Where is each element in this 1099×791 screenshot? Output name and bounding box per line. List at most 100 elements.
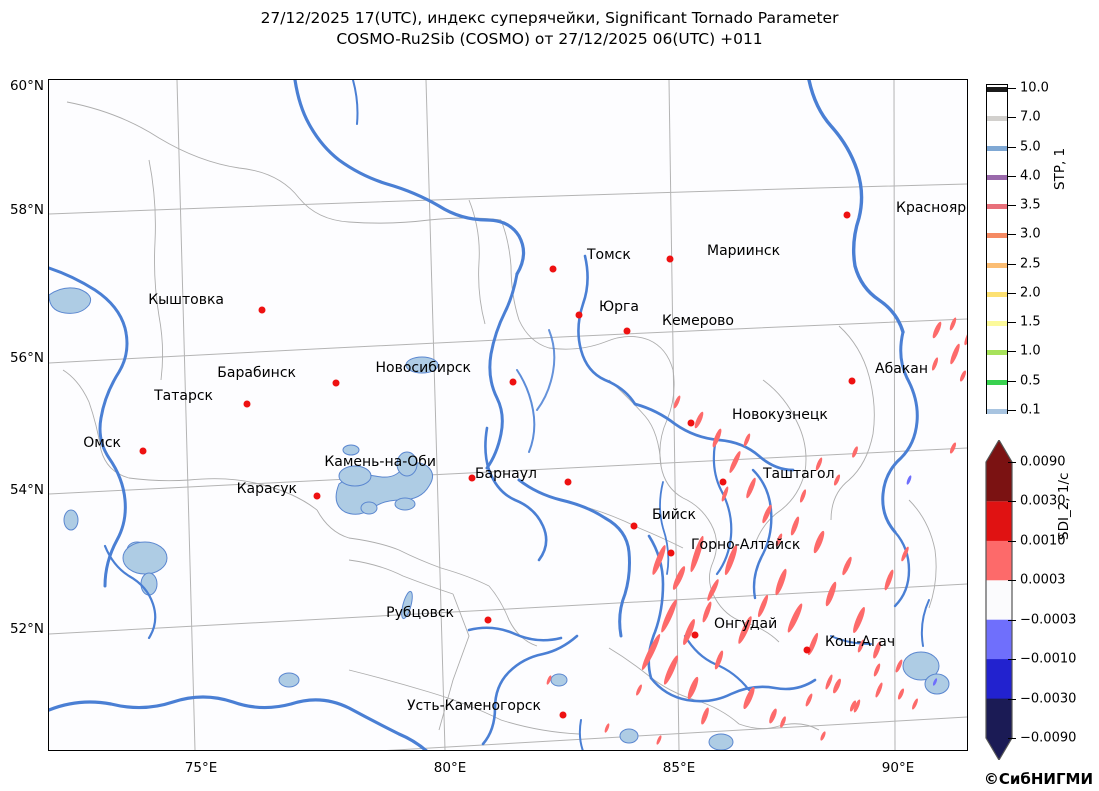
ytick-label-3: 54°N xyxy=(9,482,44,498)
city-label: Мариинск xyxy=(707,243,781,259)
city-marker[interactable] xyxy=(630,522,638,530)
colorbar-sdi-tick xyxy=(1008,698,1016,700)
colorbar-stp-tick xyxy=(1008,380,1016,382)
city-marker[interactable] xyxy=(666,255,674,263)
ytick-label-4: 52°N xyxy=(9,621,44,637)
colorbar-stp-tick xyxy=(1008,351,1016,353)
colorbar-stp-band xyxy=(987,145,1007,151)
xtick-label-0: 75°E xyxy=(184,760,218,776)
city-marker[interactable] xyxy=(258,306,266,314)
city-label: Камень-на-Оби xyxy=(324,454,436,470)
colorbar-stp-tick xyxy=(1008,410,1016,411)
city-marker[interactable] xyxy=(687,419,695,427)
city-label: Бийск xyxy=(652,507,696,523)
city-marker[interactable] xyxy=(575,311,583,319)
city-label: Новосибирск xyxy=(375,360,471,376)
colorbar-sdi-label: −0.0010 xyxy=(1020,651,1077,667)
ytick-label-1: 58°N xyxy=(9,202,44,218)
city-marker[interactable] xyxy=(332,379,340,387)
city-label: Кош-Агач xyxy=(825,634,896,650)
ytick-label-2: 56°N xyxy=(9,350,44,366)
city-marker[interactable] xyxy=(843,211,851,219)
colorbar-stp-label: 1.5 xyxy=(1020,314,1041,330)
map-canvas[interactable]: Кыштовка Томск Мариинск Красноярск Юрга Кемер… xyxy=(48,79,968,751)
colorbar-stp-band xyxy=(987,291,1007,297)
colorbar-stp-label: 2.0 xyxy=(1020,285,1041,301)
xtick-label-2: 85°E xyxy=(662,760,696,776)
city-marker[interactable] xyxy=(691,631,699,639)
colorbar-stp-band xyxy=(987,174,1007,180)
city-marker[interactable] xyxy=(243,400,251,408)
admin-borders xyxy=(62,101,937,735)
colorbar-sdi-band xyxy=(986,580,1012,621)
colorbar-sdi-tick xyxy=(1008,659,1016,661)
graticule-meridians xyxy=(176,80,896,750)
colorbar-stp-tick xyxy=(1008,234,1016,236)
city-marker[interactable] xyxy=(848,377,856,385)
colorbar-sdi-band xyxy=(986,540,1012,581)
city-marker[interactable] xyxy=(564,478,572,486)
colorbar-stp-tick xyxy=(1008,292,1016,294)
colorbar-stp[interactable] xyxy=(986,84,1008,414)
colorbar-sdi-tick xyxy=(1008,580,1016,582)
colorbar-stp-band xyxy=(987,87,1007,92)
colorbar-sdi-band xyxy=(986,440,1012,502)
city-marker[interactable] xyxy=(549,265,557,273)
colorbar-sdi[interactable] xyxy=(984,438,1014,762)
copyright-watermark: ©СибНИГМИ xyxy=(983,770,1093,788)
colorbar-stp-label: 2.5 xyxy=(1020,256,1041,272)
colorbar-stp-band xyxy=(987,321,1007,327)
city-marker[interactable] xyxy=(139,447,147,455)
city-label: Омск xyxy=(83,435,121,451)
colorbar-stp-label: 3.0 xyxy=(1020,226,1041,242)
city-label: Красноярск xyxy=(896,200,967,216)
city-label: Рубцовск xyxy=(386,605,454,621)
city-label: Кыштовка xyxy=(148,292,224,308)
colorbar-sdi-label: −0.0003 xyxy=(1020,612,1077,628)
colorbar-stp-label: 0.1 xyxy=(1020,402,1041,418)
city-label: Юрга xyxy=(599,299,639,315)
colorbar-stp-label: 10.0 xyxy=(1020,80,1049,96)
city-label: Усть-Каменогорск xyxy=(406,698,541,714)
colorbar-sdi-tick xyxy=(1008,540,1016,542)
colorbar-sdi-tick xyxy=(1008,738,1016,739)
city-label: Барнаул xyxy=(474,466,537,482)
city-marker[interactable] xyxy=(803,646,811,654)
colorbar-sdi-title: SDI_2, 1/c xyxy=(1056,472,1072,540)
ytick-label-0: 60°N xyxy=(9,78,44,94)
colorbar-stp-tick xyxy=(1008,146,1016,148)
city-label: Кемерово xyxy=(662,313,734,329)
city-marker[interactable] xyxy=(468,474,476,482)
city-marker[interactable] xyxy=(667,549,675,557)
colorbar-stp-label: 4.0 xyxy=(1020,168,1041,184)
city-marker[interactable] xyxy=(623,327,631,335)
colorbar-stp-band xyxy=(987,379,1007,385)
sdi-negative-features xyxy=(906,475,938,686)
colorbar-stp-tick xyxy=(1008,205,1016,207)
figure-title: 27/12/2025 17(UTC), индекс суперячейки, … xyxy=(0,8,1099,50)
colorbar-sdi-tick xyxy=(1008,501,1016,503)
city-label: Томск xyxy=(587,247,631,263)
city-label: Таштагол xyxy=(763,466,835,482)
city-label: Барабинск xyxy=(217,365,296,381)
colorbar-stp-band xyxy=(987,262,1007,268)
colorbar-stp-label: 5.0 xyxy=(1020,139,1041,155)
colorbar-sdi-band xyxy=(986,501,1012,542)
colorbar-stp-label: 7.0 xyxy=(1020,109,1041,125)
colorbar-sdi-ticks: 0.0090 0.0030 0.0010 0.0003 −0.0003 −0.0010 −0… xyxy=(1008,440,1099,760)
city-label: Онгудай xyxy=(714,616,778,632)
city-label: Горно-Алтайск xyxy=(691,537,801,553)
colorbar-stp-tick xyxy=(1008,263,1016,265)
colorbar-sdi-label: 0.0003 xyxy=(1020,572,1066,588)
colorbar-stp-band xyxy=(987,233,1007,239)
colorbar-sdi-label: −0.0030 xyxy=(1020,691,1077,707)
colorbar-stp-band xyxy=(987,350,1007,356)
city-marker[interactable] xyxy=(509,378,517,386)
city-marker[interactable] xyxy=(559,711,567,719)
colorbar-stp-label: 0.5 xyxy=(1020,373,1041,389)
colorbar-sdi-label: 0.0030 xyxy=(1020,493,1066,509)
city-marker[interactable] xyxy=(313,492,321,500)
city-marker[interactable] xyxy=(484,616,492,624)
city-marker[interactable] xyxy=(719,478,727,486)
